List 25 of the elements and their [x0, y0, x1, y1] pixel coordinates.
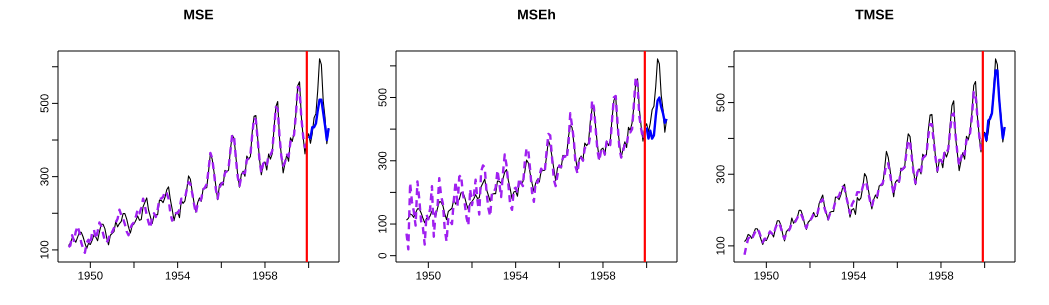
y-tick-label: 500 — [716, 93, 725, 112]
chart-title: TMSE — [855, 9, 894, 20]
y-tick-label: 100 — [40, 240, 49, 259]
y-tick-label: 500 — [40, 94, 49, 113]
x-tick-label: 1950 — [416, 271, 441, 280]
y-tick-label: 300 — [716, 165, 725, 184]
y-tick-label: 300 — [378, 151, 387, 170]
chart-title: MSE — [184, 9, 214, 20]
y-tick-label: 300 — [40, 167, 49, 186]
line-series — [645, 96, 668, 140]
y-tick-label: 100 — [378, 214, 387, 233]
x-tick-label: 1954 — [503, 271, 529, 280]
x-tick-label: 1954 — [165, 271, 191, 280]
line-series — [307, 98, 330, 142]
y-tick-label: 100 — [716, 236, 725, 255]
y-tick-label: 500 — [378, 88, 387, 107]
y-tick-label: 0 — [378, 252, 387, 259]
chart-title: MSEh — [518, 9, 556, 20]
x-tick-label: 1958 — [591, 271, 616, 280]
x-tick-label: 1954 — [841, 271, 867, 280]
x-tick-label: 1958 — [253, 271, 278, 280]
line-series — [983, 69, 1006, 142]
x-tick-label: 1950 — [78, 271, 103, 280]
x-tick-label: 1950 — [754, 271, 779, 280]
x-tick-label: 1958 — [929, 271, 954, 280]
